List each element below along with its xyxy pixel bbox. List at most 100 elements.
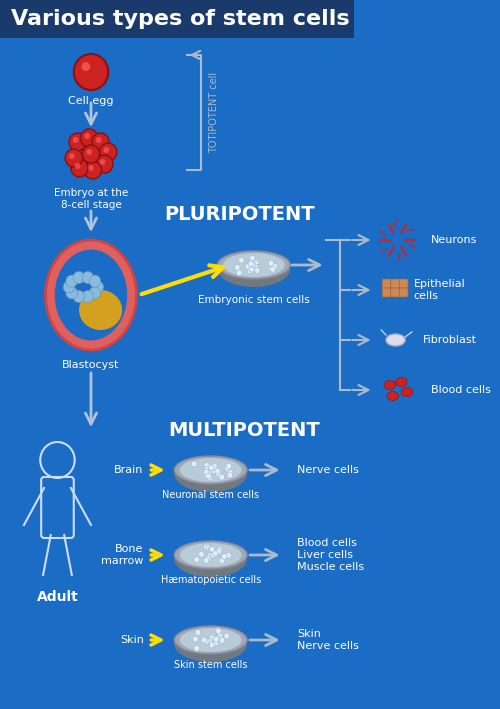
Circle shape [219, 637, 224, 643]
Circle shape [236, 269, 242, 276]
Circle shape [248, 261, 254, 267]
Circle shape [192, 636, 198, 642]
Circle shape [216, 549, 222, 554]
Circle shape [248, 261, 254, 267]
Text: Bone
marrow: Bone marrow [102, 545, 143, 566]
Circle shape [219, 474, 224, 480]
Circle shape [208, 546, 214, 552]
Circle shape [206, 553, 212, 559]
Circle shape [250, 262, 256, 268]
Circle shape [74, 163, 80, 169]
Text: TOTIPOTENT cell: TOTIPOTENT cell [209, 72, 219, 152]
Circle shape [82, 62, 90, 71]
Text: Embryonic stem cells: Embryonic stem cells [198, 295, 310, 305]
Circle shape [270, 267, 276, 272]
Circle shape [89, 287, 101, 299]
Text: PLURIPOTENT: PLURIPOTENT [164, 206, 315, 225]
Circle shape [212, 468, 217, 474]
Circle shape [272, 264, 278, 269]
Circle shape [80, 129, 98, 147]
Circle shape [209, 635, 215, 641]
Circle shape [207, 638, 212, 644]
Circle shape [216, 628, 222, 634]
Ellipse shape [402, 388, 413, 396]
Circle shape [234, 264, 240, 270]
Circle shape [69, 133, 86, 151]
Circle shape [88, 165, 94, 171]
Ellipse shape [79, 290, 122, 330]
Circle shape [204, 467, 210, 472]
Circle shape [216, 471, 222, 477]
Circle shape [206, 545, 212, 551]
Ellipse shape [46, 240, 136, 350]
Circle shape [214, 468, 220, 474]
Circle shape [204, 638, 210, 644]
Circle shape [207, 639, 212, 644]
Circle shape [209, 642, 215, 648]
Circle shape [253, 260, 259, 266]
Circle shape [238, 257, 244, 263]
Circle shape [204, 544, 210, 550]
Ellipse shape [180, 458, 242, 482]
Circle shape [207, 474, 213, 481]
Circle shape [208, 551, 214, 557]
Circle shape [268, 266, 274, 272]
FancyBboxPatch shape [400, 288, 408, 297]
Circle shape [65, 149, 82, 167]
Circle shape [226, 463, 232, 469]
Circle shape [204, 557, 209, 564]
Circle shape [63, 281, 74, 293]
Circle shape [219, 557, 225, 564]
Text: Brain: Brain [114, 465, 144, 475]
Circle shape [250, 255, 255, 261]
Circle shape [74, 54, 108, 90]
Text: Cell egg: Cell egg [68, 96, 114, 106]
Circle shape [206, 473, 212, 479]
Circle shape [89, 275, 101, 287]
Circle shape [214, 636, 220, 642]
Text: Skin: Skin [120, 635, 144, 645]
Circle shape [96, 137, 102, 143]
FancyBboxPatch shape [391, 279, 400, 288]
Circle shape [212, 550, 218, 557]
Ellipse shape [218, 251, 290, 287]
Circle shape [104, 147, 109, 153]
Circle shape [194, 557, 200, 563]
Circle shape [245, 263, 251, 269]
Circle shape [96, 155, 113, 173]
FancyBboxPatch shape [382, 288, 391, 297]
Circle shape [207, 552, 213, 559]
Text: Skin
Nerve cells: Skin Nerve cells [297, 629, 359, 651]
Ellipse shape [387, 391, 398, 401]
Text: Skin stem cells: Skin stem cells [174, 660, 248, 670]
Ellipse shape [174, 626, 247, 654]
Circle shape [92, 281, 104, 293]
Text: Epithelial
cells: Epithelial cells [414, 279, 466, 301]
Circle shape [73, 291, 85, 303]
Circle shape [208, 638, 214, 644]
Ellipse shape [386, 334, 405, 346]
Circle shape [217, 633, 223, 639]
Circle shape [207, 468, 213, 474]
Ellipse shape [218, 251, 290, 279]
Circle shape [254, 267, 260, 274]
Ellipse shape [180, 543, 242, 567]
Circle shape [210, 552, 216, 558]
Circle shape [66, 275, 78, 287]
Circle shape [214, 627, 220, 633]
Text: Embryo at the
8-cell stage: Embryo at the 8-cell stage [54, 188, 128, 211]
Text: Neurons: Neurons [431, 235, 478, 245]
Circle shape [227, 469, 233, 475]
Circle shape [71, 159, 88, 177]
Text: MULTIPOTENT: MULTIPOTENT [168, 420, 320, 440]
Circle shape [66, 287, 78, 299]
Ellipse shape [180, 628, 242, 652]
Circle shape [195, 630, 201, 635]
Ellipse shape [174, 541, 247, 569]
Circle shape [84, 161, 102, 179]
Circle shape [82, 272, 94, 284]
Circle shape [249, 266, 254, 272]
Circle shape [69, 153, 74, 159]
Circle shape [194, 645, 200, 652]
Circle shape [100, 159, 105, 165]
